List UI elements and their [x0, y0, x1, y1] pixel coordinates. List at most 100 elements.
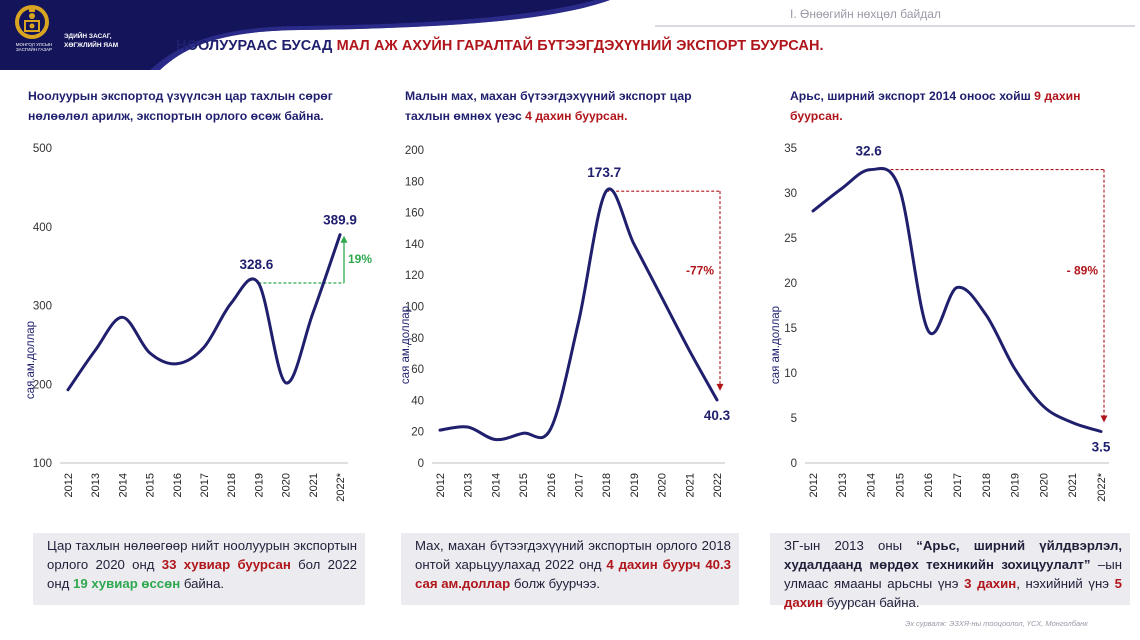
panel-3-note: ЗГ-ын 2013 оны “Арьс, ширний үйлдвэрлэл,…: [770, 533, 1130, 610]
series-line: [438, 187, 719, 442]
panel-1-note: Цар тахлын нөлөөгөөр нийт ноолуурын эксп…: [33, 533, 365, 605]
panel-2-title-line2a: тахлын өмнөх үеэс: [405, 109, 526, 123]
page-title-part2: МАЛ АЖ АХУЙН ГАРАЛТАЙ БҮТЭЭГДЭХҮҮНИЙ ЭКС…: [336, 38, 824, 54]
panel-1-title-line1: Ноолуурын экспортод үзүүлсэн цар тахлын …: [28, 89, 333, 103]
soyombo-emblem-icon: [15, 5, 49, 39]
y-tick-label: 15: [784, 323, 797, 335]
x-tick-label: 2017: [574, 473, 586, 497]
y-tick-label: 30: [784, 188, 797, 200]
x-tick-label: 2013: [90, 473, 102, 497]
hide-skin-export-chart: 0 5 10 15 20 25 30 35 сая ам.доллар 2012 2013 2014 2…: [770, 143, 1111, 502]
banner-shape: [0, 0, 610, 70]
meat-export-chart: 0 20 40 60 80 100 120 140 160 180 200 сая ам.доллар…: [400, 145, 731, 497]
panel-1-title-line2: нөлөөлөл арилж, экспортын орлого өсөж ба…: [28, 109, 324, 123]
data-label: 40.3: [704, 408, 731, 423]
y-tick-label: 180: [405, 176, 424, 188]
y-tick-label: 80: [411, 333, 424, 345]
data-label: 389.9: [323, 213, 357, 228]
x-tick-label: 2022*: [335, 472, 347, 501]
x-tick-label: 2016: [172, 473, 184, 497]
x-tick-label: 2021: [308, 473, 320, 497]
y-tick-label: 500: [33, 143, 52, 155]
series-line: [66, 233, 342, 392]
source-note: Эх сурвалж: ЭЗХЯ-ны тооцоолол, ҮСХ, Монг…: [905, 619, 1088, 628]
y-axis-label: сая ам.доллар: [770, 306, 782, 384]
y-tick-label: 300: [33, 301, 52, 313]
change-arrow-head: [716, 383, 724, 391]
x-tick-label: 2013: [837, 473, 849, 497]
y-tick-label: 140: [405, 239, 424, 251]
x-tick-label: 2012: [808, 473, 820, 497]
panel-3-title-line1a: Арьс, ширний экспорт 2014 оноос хойш: [790, 89, 1035, 103]
panel-3-title: Арьс, ширний экспорт 2014 оноос хойш 9 д…: [790, 86, 1135, 126]
x-tick-label: 2020: [1038, 473, 1050, 497]
y-tick-label: 200: [33, 379, 52, 391]
page-title-part1: НООЛУУРААС БУСАД: [176, 38, 337, 54]
y-tick-label: 20: [411, 427, 424, 439]
x-tick-label: 2020: [281, 473, 293, 497]
x-tick-label: 2015: [518, 473, 530, 497]
panel-2-note: Мах, махан бүтээгдэхүүний экспортын орло…: [401, 533, 739, 605]
panel-3-note-regulation: “Арьс, ширний үйлдвэрлэл, худалдаанд мөр…: [784, 538, 1122, 572]
cashmere-export-chart: 100 200 300 400 500 сая.ам.доллар 2012 2013 2014…: [25, 143, 372, 502]
panel-3-title-line1b: 9 дахин: [1034, 89, 1081, 103]
y-tick-label: 0: [418, 458, 424, 470]
change-arrow-head: [340, 235, 348, 243]
panel-1-note-decrease: 33 хувиар буурсан: [161, 557, 291, 572]
y-tick-label: 100: [405, 302, 424, 314]
section-label: I. Өнөөгийн нөхцөл байдал: [790, 7, 941, 21]
x-tick-label: 2021: [1067, 473, 1079, 497]
x-tick-label: 2015: [894, 473, 906, 497]
panel-3-note-text4: буурсан байна.: [823, 595, 920, 610]
panel-2-title-line2: тахлын өмнөх үеэс 4 дахин буурсан.: [405, 106, 750, 126]
x-tick-label: 2017: [952, 473, 964, 497]
x-tick-label: 2018: [981, 473, 993, 497]
y-tick-label: 120: [405, 270, 424, 282]
change-label: 19%: [348, 252, 372, 266]
x-tick-label: 2019: [629, 473, 641, 497]
panel-2-note-decrease: 4 дахин буурч 40.3 сая ам.доллар: [415, 557, 731, 591]
panel-3-note-text3: , нэхийний үнэ: [1016, 576, 1115, 591]
data-label: 32.6: [855, 144, 882, 159]
x-tick-label: 2018: [601, 473, 613, 497]
y-tick-label: 200: [405, 145, 424, 157]
y-tick-label: 20: [784, 278, 797, 290]
panel-1-note-text3: байна.: [180, 576, 225, 591]
change-label: -77%: [686, 264, 714, 278]
panel-1-note-text: Цар тахлын нөлөөгөөр нийт ноолуурын эксп…: [47, 538, 357, 572]
ministry-logo: МОНГОЛ УЛСЫН ЗАСГИЙН ГАЗАР ЭДИЙН ЗАСАГ, …: [8, 4, 128, 60]
banner-accent: [150, 0, 610, 70]
x-tick-label: 2014: [117, 473, 129, 497]
ministry-name-line2: ХӨГЖЛИЙН ЯАМ: [64, 42, 119, 49]
y-tick-label: 160: [405, 208, 424, 220]
panel-3-title-line2: буурсан.: [790, 109, 843, 123]
x-tick-label: 2020: [657, 473, 669, 497]
data-label: 328.6: [240, 257, 274, 272]
panel-1-note-text2: бол 2022 онд: [47, 557, 358, 591]
data-label: 173.7: [587, 165, 621, 180]
x-tick-label: 2022: [712, 473, 724, 497]
x-tick-label: 2022*: [1096, 472, 1108, 501]
change-label: - 89%: [1067, 263, 1099, 277]
x-tick-label: 2012: [435, 473, 447, 497]
logo-small-text: МОНГОЛ УЛСЫН ЗАСГИЙН ГАЗАР: [15, 42, 53, 52]
x-tick-label: 2021: [684, 473, 696, 497]
ministry-name: ЭДИЙН ЗАСАГ, ХӨГЖЛИЙН ЯАМ: [64, 32, 154, 50]
data-label: 3.5: [1092, 440, 1111, 455]
x-tick-label: 2014: [866, 473, 878, 497]
page-title: НООЛУУРААС БУСАД МАЛ АЖ АХУЙН ГАРАЛТАЙ Б…: [176, 38, 824, 54]
panel-2-title-line2b: 4 дахин буурсан.: [525, 109, 628, 123]
x-tick-label: 2019: [253, 473, 265, 497]
y-tick-label: 25: [784, 233, 797, 245]
x-tick-label: 2013: [463, 473, 475, 497]
panel-1-note-increase: 19 хувиар өссөн: [72, 576, 181, 591]
x-tick-label: 2016: [546, 473, 558, 497]
y-tick-label: 35: [784, 143, 797, 155]
section-tab: I. Өнөөгийн нөхцөл байдал: [655, 3, 1135, 27]
y-axis-label: сая.ам.доллар: [25, 321, 37, 399]
panel-3-title-line1: Арьс, ширний экспорт 2014 оноос хойш 9 д…: [790, 86, 1135, 106]
panel-2-title-line1: Малын мах, махан бүтээгдэхүүний экспорт …: [405, 89, 692, 103]
panel-2-note-text2: болж буурчээ.: [510, 576, 600, 591]
x-tick-label: 2017: [199, 473, 211, 497]
y-tick-label: 10: [784, 368, 797, 380]
